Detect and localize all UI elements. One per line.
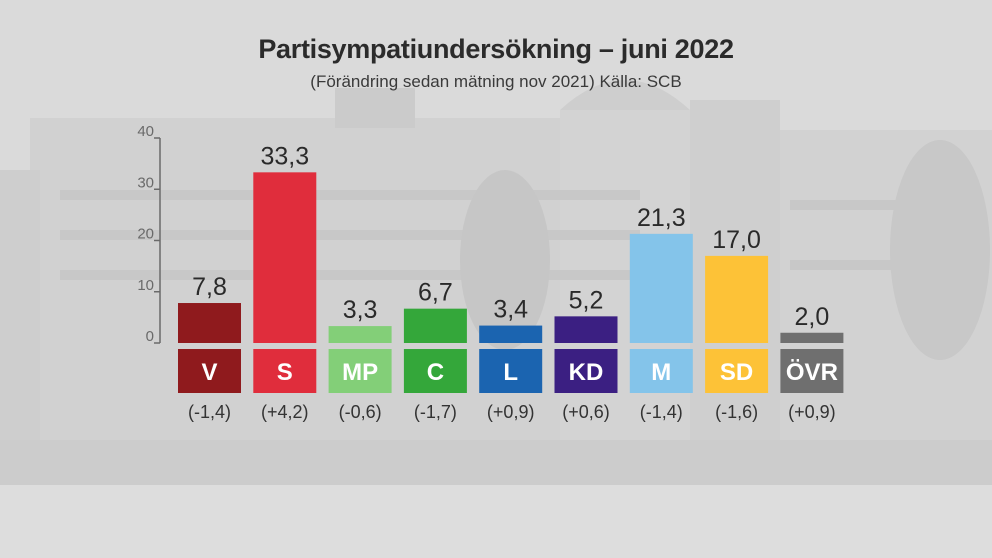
category-label: SD: [720, 359, 753, 386]
category-label: MP: [342, 359, 378, 386]
y-tick-label: 0: [146, 328, 154, 345]
change-label: (+4,2): [261, 402, 309, 422]
category-box: [554, 349, 618, 393]
category-label: S: [277, 359, 293, 386]
bar-c: [403, 308, 467, 343]
value-label: 5,2: [569, 286, 604, 314]
change-label: (-1,4): [188, 402, 231, 422]
category-box: [629, 349, 693, 393]
category-label: KD: [569, 359, 604, 386]
bar-mp: [328, 326, 392, 343]
value-label: 33,3: [260, 142, 309, 170]
value-label: 7,8: [192, 273, 227, 301]
change-label: (+0,6): [562, 402, 610, 422]
category-box: [403, 349, 467, 393]
category-label: C: [427, 359, 444, 386]
value-label: 2,0: [795, 303, 830, 331]
category-box: [178, 349, 241, 393]
y-tick-label: 10: [137, 277, 154, 294]
category-box: [479, 349, 543, 393]
y-tick-label: 40: [137, 123, 154, 140]
value-label: 3,3: [343, 296, 378, 324]
category-box: [705, 349, 769, 393]
bar-group-mp: 3,3 MP (-0,6): [328, 296, 392, 422]
category-box: [328, 349, 392, 393]
y-tick-label: 30: [137, 174, 154, 191]
change-label: (+0,9): [487, 402, 535, 422]
value-label: 21,3: [637, 204, 686, 232]
bar-l: [479, 325, 543, 343]
category-label: ÖVR: [786, 359, 838, 386]
chart-title: Partisympatiundersökning – juni 2022: [258, 34, 734, 64]
change-label: (-0,6): [339, 402, 382, 422]
value-label: 3,4: [493, 296, 528, 324]
category-label: L: [503, 359, 518, 386]
change-label: (-1,6): [715, 402, 758, 422]
value-label: 6,7: [418, 279, 453, 307]
bar-m: [629, 233, 693, 343]
value-label: 17,0: [712, 226, 761, 254]
category-box: [780, 349, 844, 393]
bar-group-övr: 2,0 ÖVR (+0,9): [780, 303, 844, 422]
category-label: M: [651, 359, 671, 386]
bar-övr: [780, 332, 844, 343]
bar-kd: [554, 316, 618, 343]
change-label: (+0,9): [788, 402, 836, 422]
bar-group-l: 3,4 L (+0,9): [479, 296, 543, 422]
bar-s: [253, 172, 317, 343]
bar-group-sd: 17,0 SD (-1,6): [705, 226, 769, 422]
category-label: V: [201, 359, 217, 386]
bar-group-kd: 5,2 KD (+0,6): [554, 286, 618, 422]
bar-v: [178, 303, 241, 343]
change-label: (-1,7): [414, 402, 457, 422]
bar-group-s: 33,3 S (+4,2): [253, 142, 317, 422]
bar-sd: [705, 255, 769, 343]
change-label: (-1,4): [640, 402, 683, 422]
bar-group-v: 7,8 V (-1,4): [178, 273, 241, 422]
bar-group-c: 6,7 C (-1,7): [403, 279, 467, 422]
y-tick-label: 20: [137, 226, 154, 243]
bar-group-m: 21,3 M (-1,4): [629, 204, 693, 422]
chart-subtitle: (Förändring sedan mätning nov 2021) Käll…: [310, 72, 682, 91]
category-box: [253, 349, 317, 393]
